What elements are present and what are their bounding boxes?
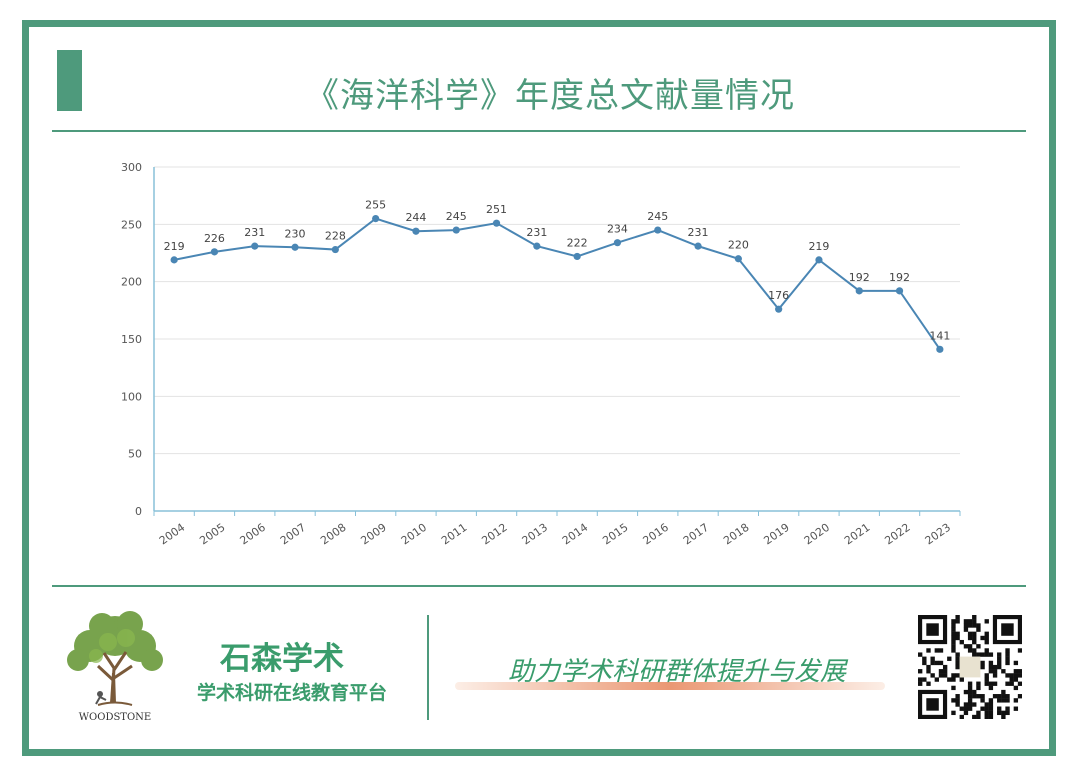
slogan-underline xyxy=(455,682,885,690)
y-tick-label: 250 xyxy=(121,218,142,231)
data-label: 192 xyxy=(889,271,910,284)
data-label: 231 xyxy=(244,226,265,239)
x-tick-label: 2013 xyxy=(520,521,550,548)
data-label: 228 xyxy=(325,230,346,243)
y-tick-label: 100 xyxy=(121,390,142,403)
data-point xyxy=(895,287,904,295)
page-title: 《海洋科学》年度总文献量情况 xyxy=(305,76,795,116)
data-point xyxy=(694,242,702,250)
data-label: 231 xyxy=(688,226,709,239)
brand-name: 石森学术 xyxy=(220,641,344,677)
data-point xyxy=(855,287,863,295)
data-point xyxy=(936,345,944,353)
x-tick-label: 2004 xyxy=(157,521,187,548)
data-label: 176 xyxy=(768,289,789,302)
title-marker xyxy=(57,50,82,111)
data-label: 255 xyxy=(365,199,386,212)
x-tick-label: 2009 xyxy=(358,521,388,548)
x-tick-label: 2014 xyxy=(560,521,590,548)
x-tick-label: 2008 xyxy=(318,521,348,548)
line-chart: 0 50 100 150 200 250 300 2004 2005 2006 2007 2008 20… xyxy=(121,161,961,548)
title-divider xyxy=(52,130,1026,132)
x-tick-label: 2023 xyxy=(923,521,953,548)
y-tick-label: 0 xyxy=(135,505,142,518)
x-tick-label: 2010 xyxy=(399,521,429,548)
data-point xyxy=(654,226,662,234)
data-point xyxy=(452,226,460,234)
data-point xyxy=(372,215,380,223)
data-point xyxy=(210,248,219,256)
data-point xyxy=(613,239,622,247)
brand-subtitle: 学术科研在线教育平台 xyxy=(196,682,387,704)
qr-code-icon xyxy=(918,615,1022,719)
x-tick-label: 2012 xyxy=(479,521,509,548)
data-point xyxy=(291,243,299,251)
data-label: 219 xyxy=(164,240,185,253)
data-label: 220 xyxy=(728,239,749,252)
x-tick-label: 2005 xyxy=(197,521,227,548)
y-tick-label: 150 xyxy=(121,333,142,346)
logo-wordmark: WOODSTONE xyxy=(79,712,151,723)
data-label: 222 xyxy=(567,236,588,249)
data-label: 219 xyxy=(808,240,829,253)
x-tick-label: 2018 xyxy=(721,521,751,548)
x-tick-label: 2007 xyxy=(278,521,308,548)
x-tick-label: 2017 xyxy=(681,521,711,548)
data-label: 226 xyxy=(204,232,225,245)
woodstone-tree-logo: WOODSTONE xyxy=(67,611,163,723)
x-tick-label: 2006 xyxy=(238,521,268,548)
data-point xyxy=(775,305,783,313)
data-point xyxy=(412,227,420,235)
footer-divider xyxy=(52,585,1026,587)
data-point xyxy=(492,219,501,227)
data-label: 244 xyxy=(405,211,426,224)
data-label: 192 xyxy=(849,271,870,284)
data-point xyxy=(170,256,178,264)
footer-vertical-divider xyxy=(427,615,429,720)
x-tick-label: 2015 xyxy=(600,521,630,548)
data-label: 230 xyxy=(285,227,306,240)
x-tick-label: 2016 xyxy=(641,521,671,548)
data-point xyxy=(331,245,339,254)
data-point xyxy=(815,256,823,264)
y-tick-label: 50 xyxy=(128,448,142,461)
page-frame xyxy=(22,20,1056,756)
data-label: 231 xyxy=(526,226,547,239)
data-label: 251 xyxy=(486,203,507,216)
data-label: 245 xyxy=(647,210,668,223)
data-label: 245 xyxy=(446,210,467,223)
y-tick-label: 300 xyxy=(121,161,142,174)
data-label: 234 xyxy=(607,223,628,236)
x-tick-label: 2021 xyxy=(842,521,872,548)
x-tick-label: 2019 xyxy=(761,521,791,548)
y-tick-label: 200 xyxy=(121,276,142,289)
data-point xyxy=(573,252,581,261)
x-tick-label: 2022 xyxy=(882,521,912,548)
x-tick-label: 2011 xyxy=(439,521,469,548)
data-point xyxy=(533,242,541,250)
slogan: 助力学术科研群体提升与发展 xyxy=(507,657,846,687)
data-label: 141 xyxy=(929,329,950,342)
data-point xyxy=(734,255,742,263)
x-tick-label: 2020 xyxy=(802,521,832,548)
data-point xyxy=(251,242,259,250)
series-line xyxy=(173,217,941,350)
